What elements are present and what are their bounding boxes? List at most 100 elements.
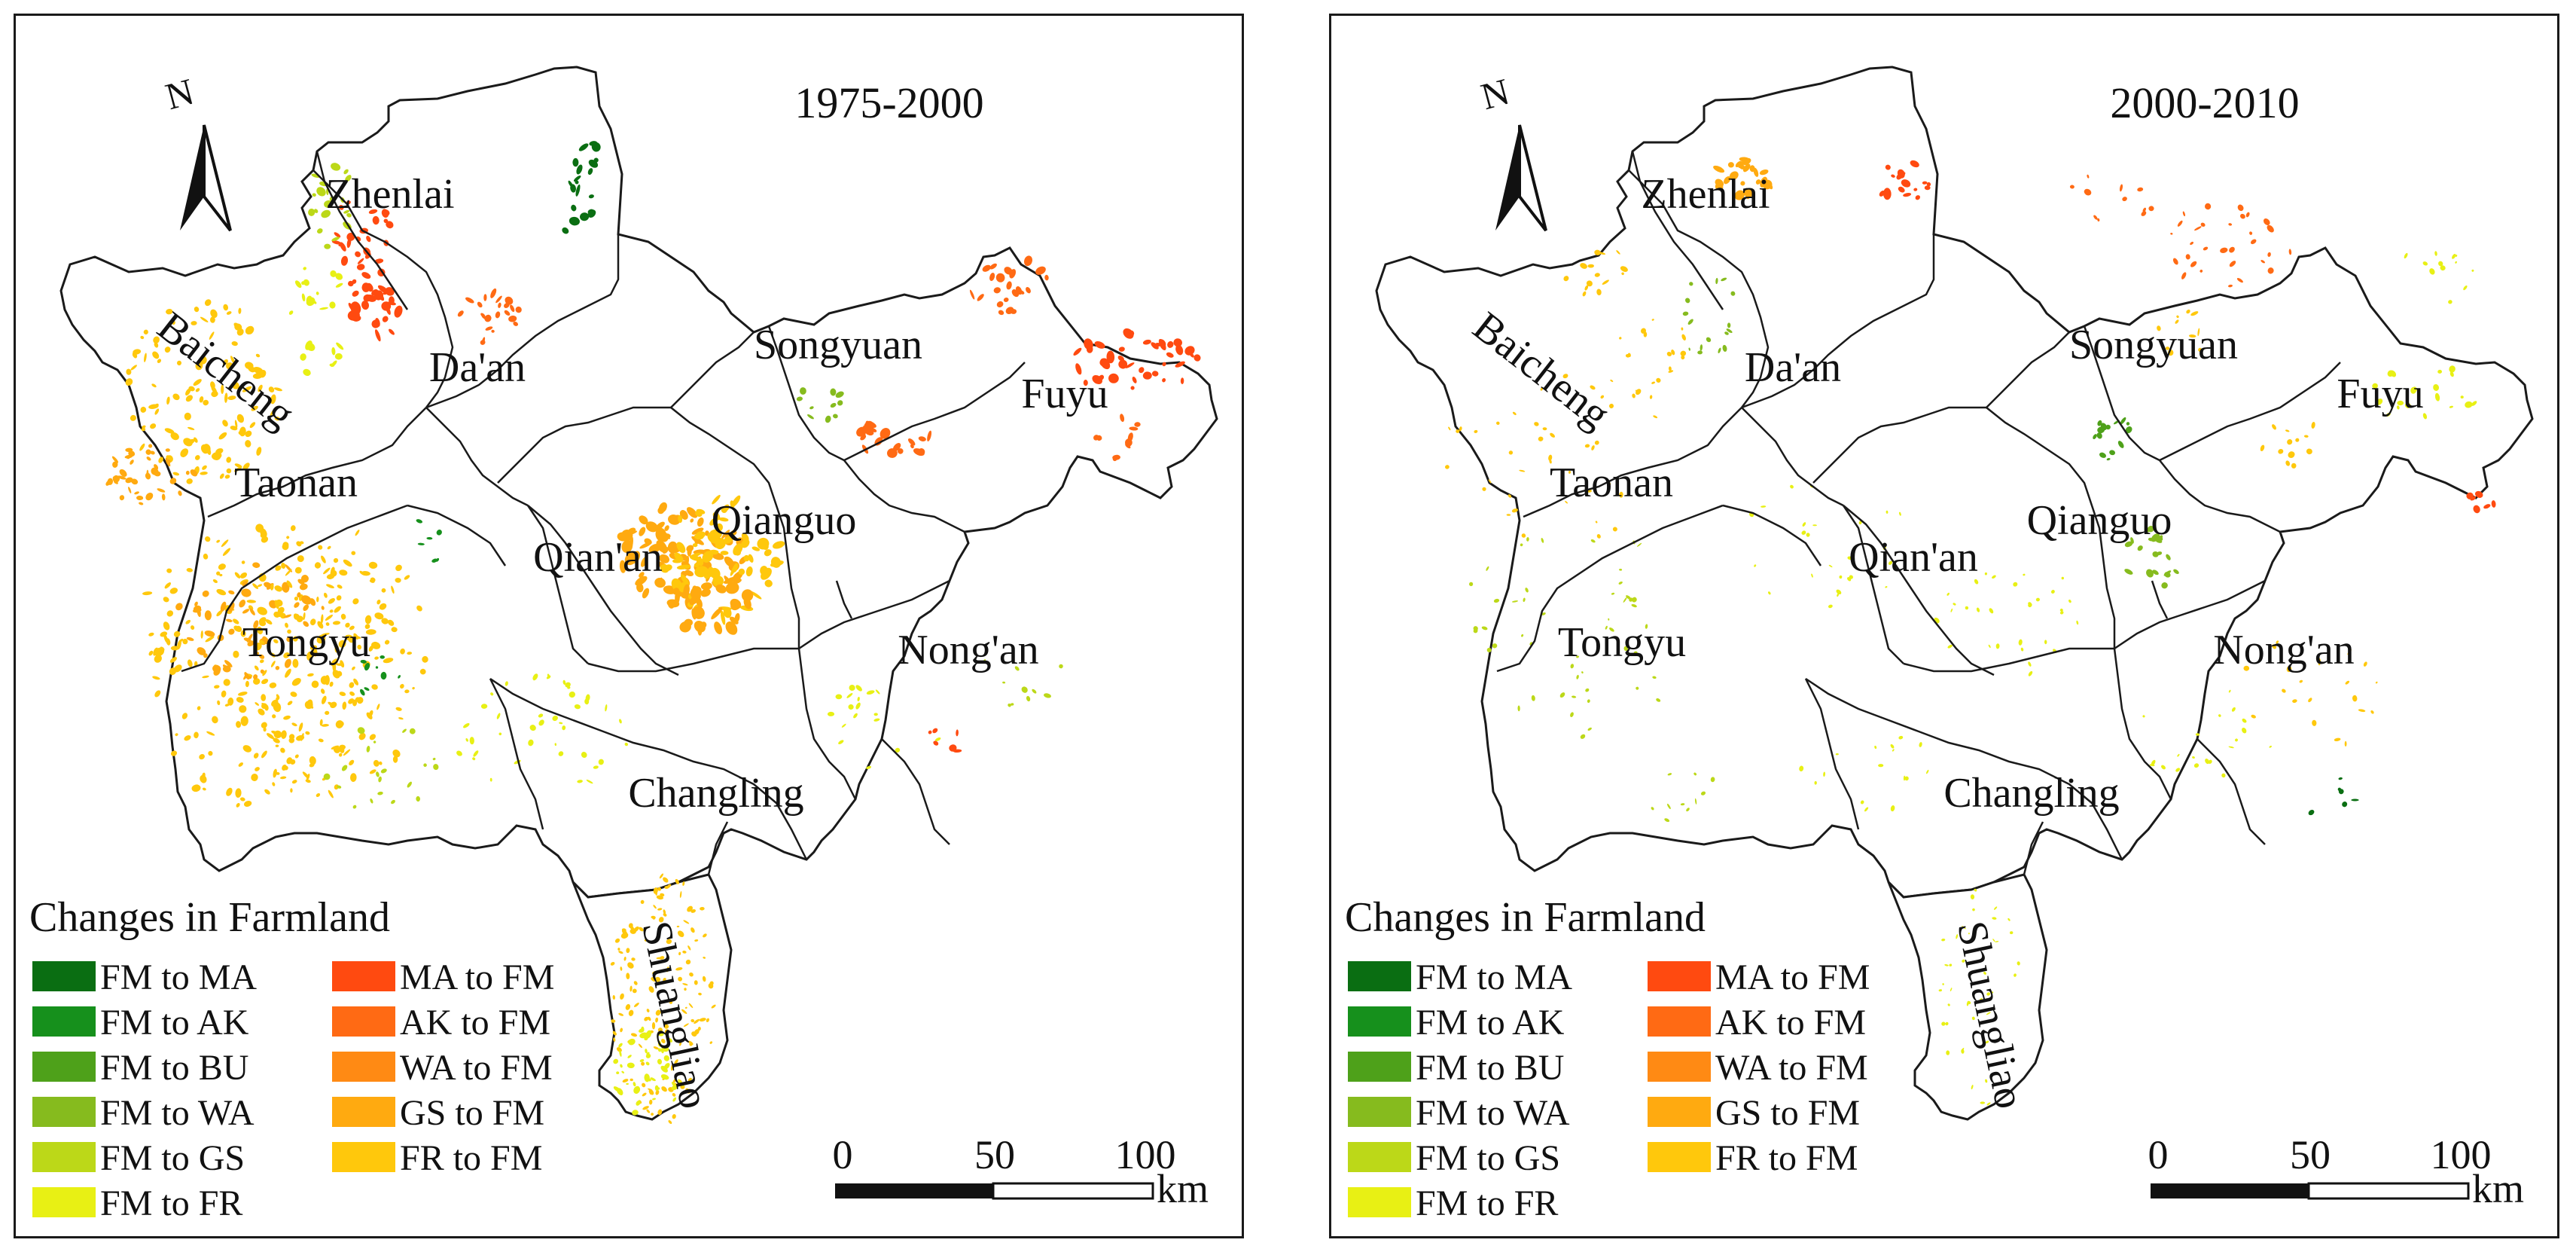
change-patch [456, 750, 462, 756]
change-patch [360, 659, 367, 664]
region-label-qianan: Qian'an [533, 534, 663, 581]
change-patch [2385, 412, 2391, 417]
change-patch [682, 983, 688, 986]
change-patch [316, 792, 321, 798]
change-patch [154, 655, 162, 663]
change-patch [618, 1043, 623, 1048]
change-patch [191, 784, 201, 792]
change-patch [381, 618, 389, 624]
change-patch [697, 517, 704, 527]
change-patch [374, 612, 384, 620]
change-patch [670, 1064, 674, 1071]
change-patch [1986, 1102, 1991, 1106]
scale-tick-label: 0 [2148, 1132, 2169, 1177]
county-border [527, 505, 679, 676]
change-patch [242, 609, 250, 614]
change-patch [1697, 350, 1703, 355]
change-patch [1167, 340, 1174, 348]
region-label-zhenlai: Zhenlai [1641, 171, 1770, 218]
change-patch [622, 1079, 629, 1083]
change-patch [484, 314, 492, 322]
change-patch [1619, 337, 1622, 340]
change-patch [1044, 274, 1049, 281]
change-patch [259, 640, 265, 645]
change-patch [185, 439, 190, 447]
change-patch [993, 287, 1001, 294]
change-patch [433, 764, 439, 771]
change-patch [193, 379, 202, 386]
change-patch [2463, 285, 2468, 291]
change-patch [1802, 522, 1806, 527]
change-patch [374, 656, 379, 660]
change-patch [2455, 261, 2457, 264]
change-patch [283, 715, 291, 720]
change-patch [2452, 254, 2456, 259]
county-border [587, 647, 799, 673]
change-patch [472, 757, 476, 761]
change-patch [247, 640, 255, 647]
change-patch [715, 523, 724, 532]
change-patch [1967, 1000, 1971, 1005]
legend-label: FR to FM [1715, 1138, 1858, 1178]
change-patch [212, 716, 218, 724]
change-patch [639, 542, 652, 549]
change-patch [720, 610, 726, 625]
change-patch [1926, 182, 1931, 187]
change-patch [270, 394, 276, 405]
county-borders [1496, 151, 2341, 875]
change-patch [323, 567, 331, 575]
county-border [312, 169, 454, 408]
change-patch [2433, 384, 2440, 391]
change-patch [653, 1046, 660, 1050]
change-patch [253, 627, 258, 635]
change-patch [148, 632, 154, 637]
change-patch [835, 391, 844, 398]
change-patch [989, 273, 995, 281]
change-patch [265, 619, 273, 625]
region-label-tongyu: Tongyu [1558, 619, 1686, 666]
change-patch [2250, 239, 2257, 245]
change-patch [657, 1027, 663, 1033]
change-patch [620, 933, 629, 939]
change-patch [571, 204, 577, 212]
change-patch [349, 759, 355, 766]
change-patch [1898, 186, 1905, 193]
legend-swatch [32, 1187, 96, 1217]
change-patch [1755, 179, 1761, 185]
change-patch [2347, 649, 2352, 655]
change-patch [715, 584, 727, 594]
legend-label: AK to FM [400, 1003, 550, 1043]
change-patch [2465, 401, 2473, 408]
change-patch [245, 325, 255, 334]
change-patch [686, 507, 698, 518]
change-patch [204, 299, 212, 307]
change-patch [1582, 291, 1587, 297]
change-patch [260, 533, 265, 538]
scale-tick-label: 100 [1115, 1132, 1176, 1177]
change-patch [612, 995, 616, 1000]
change-patch [2404, 402, 2411, 408]
change-patch [663, 909, 666, 914]
change-patch [657, 507, 665, 514]
change-patch [368, 209, 378, 214]
change-patch [212, 664, 221, 673]
change-patch [281, 563, 286, 569]
change-patch [257, 626, 264, 635]
legend-label: FM to WA [100, 1093, 255, 1133]
change-patch [369, 769, 376, 774]
scale-tick-label: 0 [833, 1132, 853, 1177]
change-patch [200, 472, 208, 475]
change-patch [598, 759, 604, 765]
change-patch [370, 577, 376, 583]
change-patch [234, 463, 242, 469]
change-patch [2097, 420, 2102, 426]
change-patch [632, 1110, 639, 1116]
change-patch [667, 541, 678, 554]
change-patch [2018, 639, 2023, 646]
change-patch [1974, 579, 1979, 585]
change-patch [2142, 207, 2147, 212]
change-patch [426, 536, 433, 540]
change-patch [1118, 347, 1125, 352]
